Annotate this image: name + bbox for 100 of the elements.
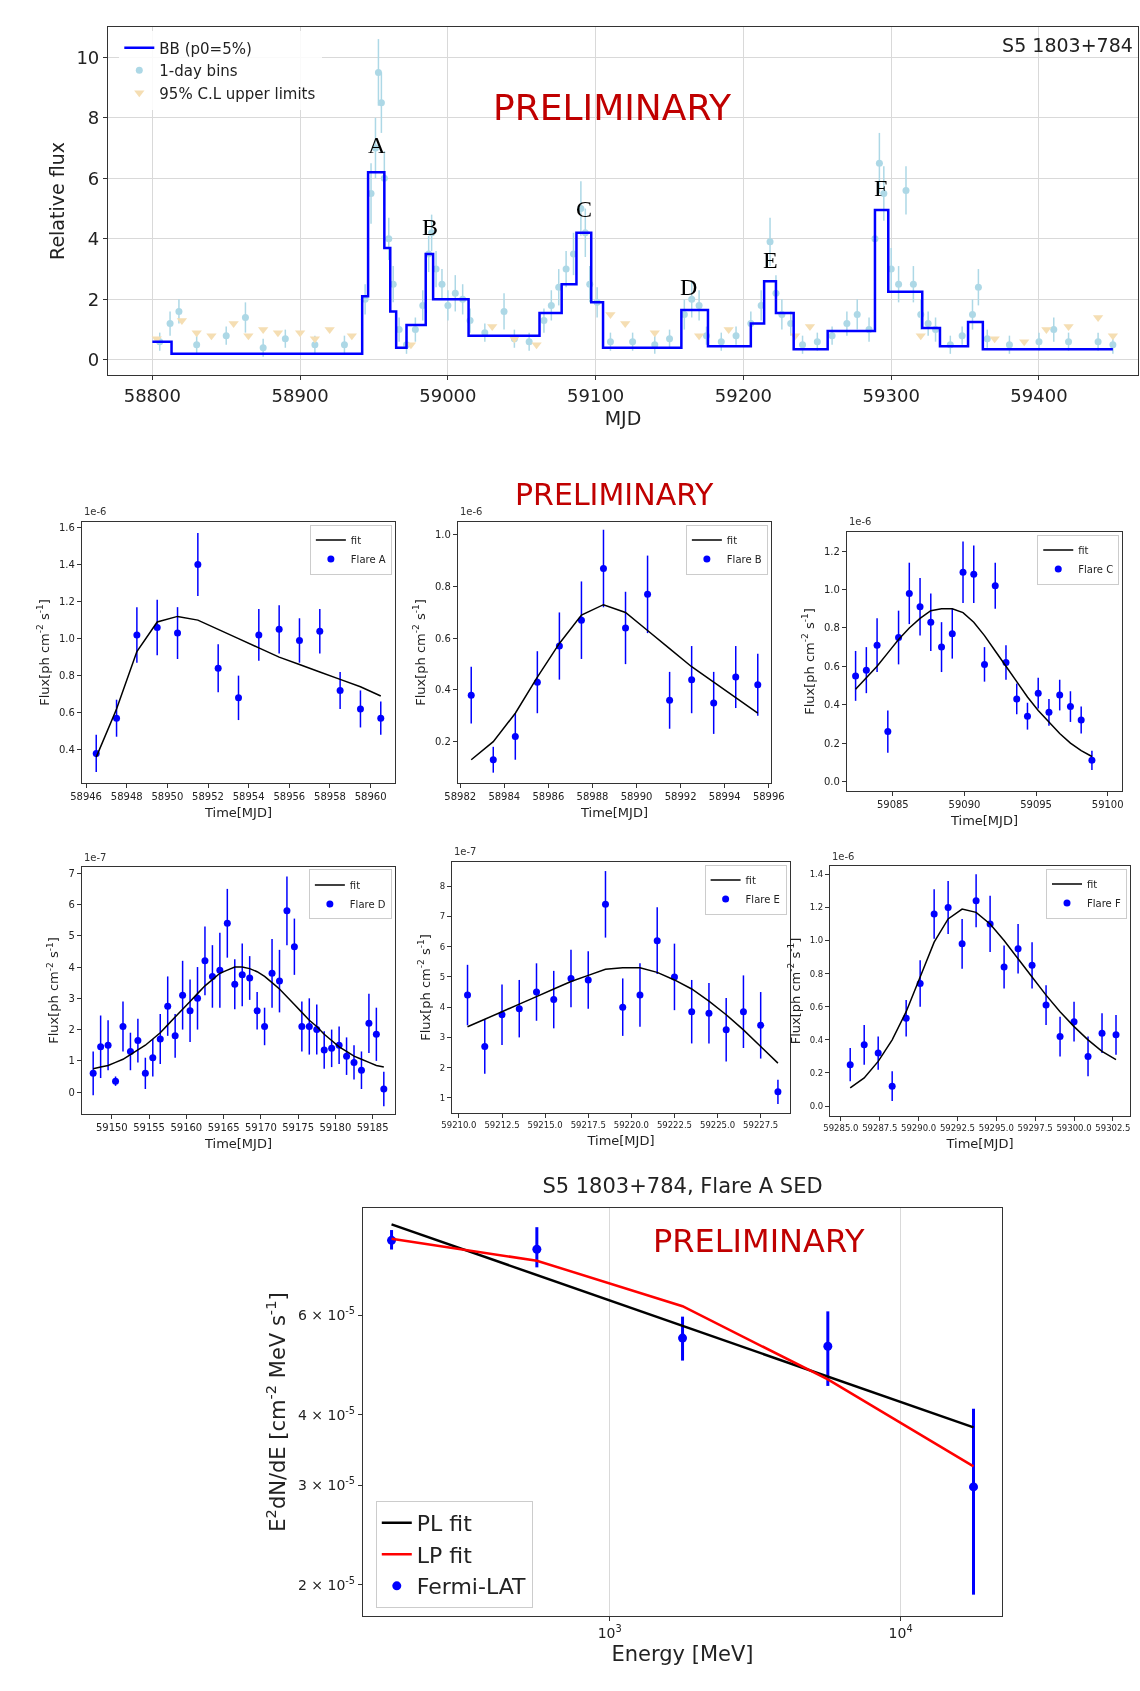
legend-label: Flare C [1078,563,1114,575]
y-tick-label: 3 × 10$^{-5}$ [297,1475,356,1494]
point [888,1082,896,1090]
point [732,673,740,681]
point [231,980,239,988]
y-tick-label: 4 [87,228,100,250]
point [343,1052,351,1060]
point [377,714,385,722]
x-tick-label: 59302.5 [1095,1123,1131,1134]
x-tick-label: 59292.5 [939,1123,976,1134]
point [823,1341,833,1351]
point [201,957,209,965]
point [1077,716,1085,724]
x-tick-label: 59090 [948,799,981,811]
point [119,1022,127,1030]
point [959,568,967,576]
y-tick-label: 0 [87,349,100,371]
x-tick-label: 59170 [244,1122,277,1134]
x-tick-label: 58988 [576,791,609,803]
point [295,636,303,644]
x-axis-title: Time[MJD] [586,1132,655,1148]
point [599,565,607,573]
point [275,625,283,633]
x-tick-label: 59300.0 [1056,1123,1092,1134]
point [739,1008,747,1016]
x-tick-label: 59300 [862,384,920,406]
point [1000,963,1008,971]
y-tick-label: 0.4 [58,744,75,756]
y-tick-label: 0.4 [434,684,451,696]
point [930,910,938,918]
y-tick-label: 0.4 [809,1034,824,1045]
x-tick-label: 59160 [170,1122,203,1134]
point [298,1022,306,1030]
x-tick-label: 59155 [133,1122,165,1134]
y-tick-label: 8 [87,107,100,129]
y-tick-label: 0.6 [58,707,75,719]
point [1112,1031,1120,1039]
y-tick-label: 4 [439,1002,446,1013]
text: 1e-7 [454,846,477,857]
y-tick-label: 3 [439,1032,446,1043]
point [533,988,540,996]
text: PRELIMINARY [515,477,715,512]
point [1014,945,1022,953]
x-tick-label: 58956 [273,791,306,803]
legend-label: Flare E [745,893,780,905]
legend-label: Flare B [726,554,762,566]
point [649,330,660,338]
legend-label: 95% C.L upper limits [159,84,316,103]
point [972,897,980,905]
point [255,631,263,639]
point [1019,339,1030,347]
y-tick-label: 1.2 [809,902,824,913]
x-axis-title: Energy [MeV] [611,1642,754,1667]
x-tick-label: 58954 [232,791,265,803]
point [1063,324,1074,332]
point [688,1008,696,1016]
y-tick-label: 0.8 [823,622,840,634]
y-tick-label: 0 [68,1086,75,1098]
y-tick-label: 6 × 10$^{-5}$ [297,1305,356,1324]
legend-label: LP fit [416,1542,473,1568]
point [380,1085,388,1093]
point [261,1022,269,1030]
y-tick-label: 8 [439,881,446,892]
x-axis-title: Time[MJD] [203,1135,273,1151]
x-axis-title: Time[MJD] [203,804,273,820]
x-tick-label: 58984 [488,791,521,803]
x-tick-label: 59095 [1020,799,1052,811]
x-tick-label: 58992 [664,791,697,803]
point [723,327,734,335]
point [948,630,956,638]
point [601,900,609,908]
point [487,324,498,332]
point [1066,703,1074,711]
x-tick-label: 59000 [419,384,477,406]
point [532,1244,542,1254]
x-tick-label: 59085 [876,799,909,811]
line-series [470,603,759,761]
point [754,681,762,689]
y-tick-label: 1.4 [809,869,824,880]
point [1084,1052,1092,1060]
point [969,1482,979,1492]
legend-label: fit [745,874,756,886]
x-tick-label: 59175 [282,1122,315,1134]
y-tick-label: 0.8 [809,968,824,979]
annotation: PRELIMINARY [493,87,733,128]
y-tick-label: 1 [68,1055,75,1067]
point [1042,1001,1050,1009]
x-tick-label: 10$^{3}$ [597,1623,622,1641]
y-tick-label: 1.0 [58,633,75,645]
y-tick-label: 1 [439,1092,446,1103]
y-tick-label: 7 [68,867,75,879]
point [156,1035,164,1043]
x-tick-label: 59217.5 [570,1120,606,1131]
point [944,903,952,911]
y-tick-label: 10 [76,46,100,68]
point [846,1061,854,1069]
x-tick-label: 59225.0 [699,1120,736,1131]
point [531,342,542,350]
point [584,976,592,984]
point [722,1026,730,1034]
